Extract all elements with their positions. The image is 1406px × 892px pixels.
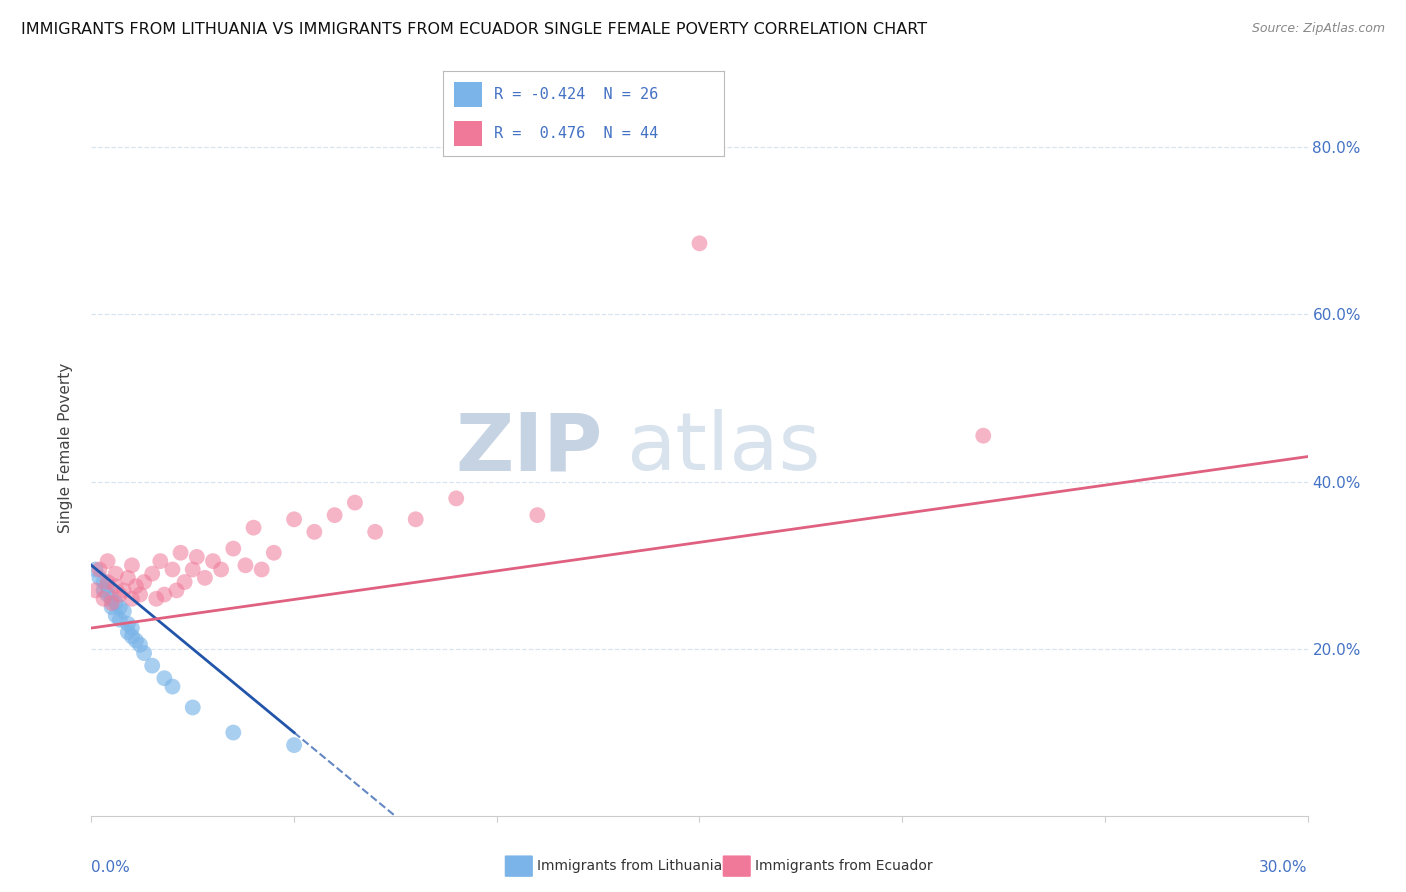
Point bbox=[97, 588, 120, 602]
Point bbox=[181, 700, 204, 714]
Text: Source: ZipAtlas.com: Source: ZipAtlas.com bbox=[1251, 22, 1385, 36]
Point bbox=[263, 546, 285, 560]
Point bbox=[121, 629, 143, 643]
Point bbox=[972, 428, 994, 442]
Point bbox=[209, 562, 232, 576]
Point bbox=[112, 604, 135, 618]
Point bbox=[93, 591, 115, 606]
Point bbox=[97, 554, 120, 568]
Point bbox=[121, 558, 143, 573]
Text: R =  0.476  N = 44: R = 0.476 N = 44 bbox=[494, 126, 658, 141]
Text: 0.0%: 0.0% bbox=[91, 860, 131, 875]
Point bbox=[169, 546, 191, 560]
Point bbox=[117, 571, 139, 585]
Point bbox=[304, 524, 326, 539]
Text: IMMIGRANTS FROM LITHUANIA VS IMMIGRANTS FROM ECUADOR SINGLE FEMALE POVERTY CORRE: IMMIGRANTS FROM LITHUANIA VS IMMIGRANTS … bbox=[21, 22, 927, 37]
Y-axis label: Single Female Poverty: Single Female Poverty bbox=[58, 363, 73, 533]
Point bbox=[222, 725, 245, 739]
Point bbox=[121, 591, 143, 606]
Point bbox=[202, 554, 225, 568]
Point bbox=[104, 579, 127, 593]
Point bbox=[242, 521, 264, 535]
Point bbox=[89, 562, 111, 576]
Point bbox=[84, 562, 107, 576]
Point bbox=[100, 600, 122, 615]
Text: ZIP: ZIP bbox=[456, 409, 602, 487]
Point bbox=[117, 625, 139, 640]
Point bbox=[125, 579, 148, 593]
Point bbox=[222, 541, 245, 556]
Point bbox=[97, 574, 120, 589]
Point bbox=[405, 512, 427, 526]
Point bbox=[117, 616, 139, 631]
Point bbox=[132, 574, 155, 589]
Point bbox=[129, 588, 152, 602]
Point bbox=[364, 524, 387, 539]
Point bbox=[162, 562, 184, 576]
Point bbox=[194, 571, 217, 585]
Point bbox=[250, 562, 273, 576]
Point bbox=[108, 600, 131, 615]
Point bbox=[153, 588, 176, 602]
Point bbox=[186, 549, 208, 564]
Bar bbox=[454, 120, 482, 146]
Point bbox=[283, 512, 305, 526]
Point bbox=[97, 579, 120, 593]
Point bbox=[108, 613, 131, 627]
Point bbox=[125, 633, 148, 648]
Point bbox=[526, 508, 548, 523]
Point bbox=[688, 236, 710, 251]
Point bbox=[93, 574, 115, 589]
Text: R = -0.424  N = 26: R = -0.424 N = 26 bbox=[494, 87, 658, 102]
Point bbox=[153, 671, 176, 685]
Bar bbox=[454, 81, 482, 107]
Point bbox=[104, 608, 127, 623]
Point bbox=[323, 508, 346, 523]
Text: atlas: atlas bbox=[627, 409, 821, 487]
Text: Immigrants from Lithuania: Immigrants from Lithuania bbox=[537, 859, 723, 873]
Text: Immigrants from Ecuador: Immigrants from Ecuador bbox=[755, 859, 932, 873]
Point bbox=[132, 646, 155, 660]
Point bbox=[112, 583, 135, 598]
Point bbox=[149, 554, 172, 568]
Point bbox=[129, 638, 152, 652]
Point bbox=[100, 596, 122, 610]
Point bbox=[141, 566, 163, 581]
Point bbox=[444, 491, 467, 506]
Text: 30.0%: 30.0% bbox=[1260, 860, 1308, 875]
Point bbox=[141, 658, 163, 673]
Point bbox=[89, 571, 111, 585]
Point bbox=[100, 591, 122, 606]
Point bbox=[121, 621, 143, 635]
Point bbox=[162, 680, 184, 694]
Point bbox=[84, 583, 107, 598]
Point bbox=[108, 588, 131, 602]
Point bbox=[166, 583, 188, 598]
Point bbox=[235, 558, 257, 573]
Point bbox=[104, 566, 127, 581]
Point bbox=[283, 738, 305, 752]
Point bbox=[343, 495, 366, 509]
Point bbox=[104, 596, 127, 610]
Point bbox=[145, 591, 167, 606]
Point bbox=[173, 574, 195, 589]
Point bbox=[181, 562, 204, 576]
Point bbox=[93, 583, 115, 598]
